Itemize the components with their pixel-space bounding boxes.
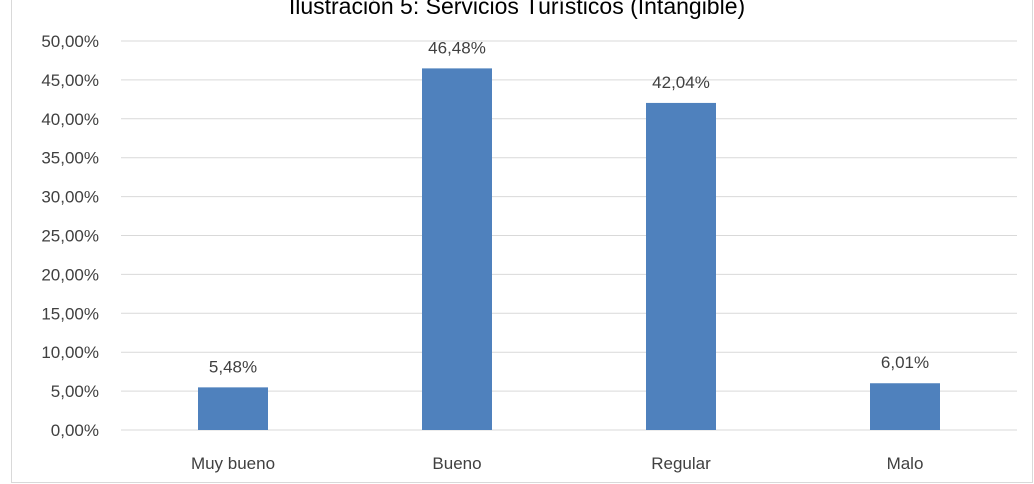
data-label: 42,04% [652, 73, 710, 92]
x-tick-label: Regular [651, 454, 711, 473]
chart-title: Ilustración 5: Servicios Turísticos (Int… [288, 0, 746, 19]
chart-frame [11, 0, 1033, 483]
data-label: 6,01% [881, 353, 929, 372]
bar-muy-bueno [198, 387, 268, 430]
data-label: 5,48% [209, 357, 257, 376]
y-tick-label: 5,00% [51, 382, 99, 401]
x-tick-label: Malo [887, 454, 924, 473]
y-tick-label: 20,00% [41, 265, 99, 284]
y-tick-label: 30,00% [41, 188, 99, 207]
y-tick-label: 45,00% [41, 71, 99, 90]
y-tick-label: 0,00% [51, 421, 99, 440]
y-tick-label: 35,00% [41, 149, 99, 168]
data-label: 46,48% [428, 38, 486, 57]
y-tick-label: 15,00% [41, 304, 99, 323]
x-tick-label: Muy bueno [191, 454, 275, 473]
bar-bueno [422, 68, 492, 431]
y-tick-label: 40,00% [41, 110, 99, 129]
y-tick-label: 50,00% [41, 32, 99, 51]
bar-regular [646, 102, 716, 430]
x-tick-label: Bueno [432, 454, 481, 473]
y-tick-label: 10,00% [41, 343, 99, 362]
y-tick-label: 25,00% [41, 227, 99, 246]
bar-malo [870, 383, 940, 430]
